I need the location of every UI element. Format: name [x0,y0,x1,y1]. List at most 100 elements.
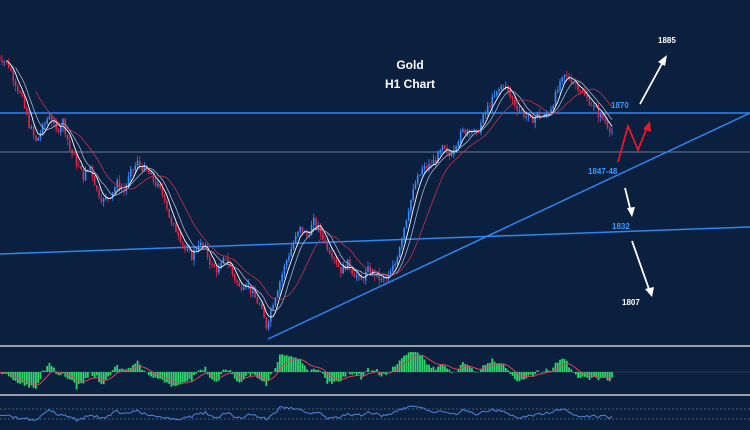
macd-bar [245,372,247,376]
macd-bar [604,372,607,378]
macd-bar [606,372,609,381]
macd-bar [229,370,232,372]
macd-bar [111,370,114,372]
candle [482,113,485,124]
candle [231,266,234,277]
candle [80,165,82,170]
macd-bar [28,372,31,388]
macd-bar [364,371,367,372]
macd-bar [306,369,308,372]
candle [353,270,356,278]
macd-bar [599,372,602,378]
macd-bar [256,372,259,378]
candle [129,165,132,182]
candle [294,231,297,244]
macd-bar [410,352,412,372]
candle [168,208,170,218]
macd-bar [251,372,254,374]
candle [556,86,559,94]
macd-bar [355,372,358,376]
candle [26,106,28,117]
macd-bar [227,370,229,372]
macd-bar [184,372,186,382]
candle [351,267,353,277]
macd-bar [82,372,85,384]
candle [5,61,8,65]
candle [322,228,324,243]
macd-bar [611,372,613,378]
candle [340,266,342,278]
macd-bar [175,372,177,387]
macd-bar [190,372,193,382]
macd-bar [556,362,559,372]
candle [154,177,157,188]
candle [380,277,383,283]
candle [224,257,227,261]
macd-bar [166,372,168,383]
macd-bar [522,372,525,380]
macd-bar [543,371,546,372]
candle [403,227,405,243]
macd-bar [534,372,537,375]
candle [462,127,464,134]
macd-bar [593,372,595,377]
candle [21,90,24,98]
candle [249,284,252,298]
macd-bar [608,372,611,382]
candle [590,101,593,107]
arrow-down-short [624,187,635,217]
candle [238,279,241,288]
macd-bar [349,372,351,375]
macd-bar [301,363,304,372]
macd-bar [50,366,53,372]
candle [10,65,12,72]
macd-bar [547,370,550,372]
candle [30,124,33,130]
candle [213,262,216,268]
macd-bar [100,372,103,384]
macd-bar [511,372,514,376]
candle [299,226,302,234]
moving-averages [6,60,613,318]
macd-bar [581,372,584,377]
candle [272,303,274,311]
macd-bar [290,356,293,372]
macd-bar [208,372,211,378]
macd-bar [441,364,444,372]
macd-bar [423,359,426,372]
candle [116,177,119,191]
candle [554,89,557,107]
candle [509,86,512,100]
macd-bar [105,372,107,380]
macd-bar [434,369,437,372]
candle [285,259,288,270]
macd-bar [168,372,171,384]
candle [102,197,105,207]
candle [53,116,55,127]
candle [258,301,261,306]
macd-bar [421,356,424,372]
candle [37,137,39,141]
macd-bar [170,372,173,387]
macd-bar [502,364,505,372]
macd-bar [518,372,521,382]
candle [297,230,299,239]
candle [68,135,71,153]
candle [274,296,277,308]
candle [39,129,42,142]
candle [1,54,3,66]
macd-bar [351,372,354,375]
candle [324,237,326,245]
macd-bar [570,369,573,372]
macd-bar [263,372,265,382]
macd-bar [367,367,369,372]
macd-bar [267,372,270,381]
macd-bar [353,372,356,374]
macd-bar [202,370,204,372]
macd-bar [430,367,433,372]
candle [581,89,584,94]
macd-bar [529,372,532,375]
macd-bar [46,365,49,372]
macd-bar [405,354,408,372]
macd-bar [541,372,543,373]
